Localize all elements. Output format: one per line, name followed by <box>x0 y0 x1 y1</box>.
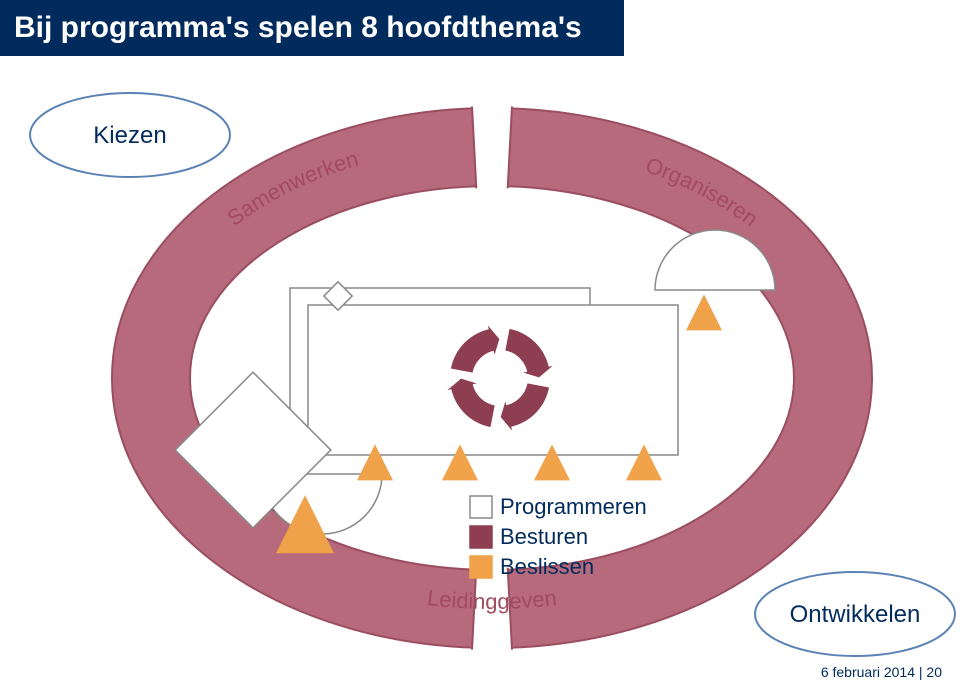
legend-swatch <box>470 526 492 548</box>
ring-label-leidinggeven: Leidinggeven <box>426 585 558 614</box>
legend-label: Besturen <box>500 524 588 549</box>
diagram-svg: ProgrammerenBesturenBeslissen Samenwerke… <box>0 0 960 690</box>
legend-swatch <box>470 496 492 518</box>
center-box <box>308 305 678 455</box>
title-bar: Bij programma's spelen 8 hoofdthema's <box>0 0 624 56</box>
footer-text: 6 februari 2014 | 20 <box>821 664 942 680</box>
kiezen-ellipse-label: Kiezen <box>93 122 166 149</box>
legend-swatch <box>470 556 492 578</box>
legend-label: Beslissen <box>500 554 594 579</box>
ontwikkelen-ellipse-label: Ontwikkelen <box>790 601 921 628</box>
legend-label: Programmeren <box>500 494 647 519</box>
page-title: Bij programma's spelen 8 hoofdthema's <box>14 11 582 45</box>
